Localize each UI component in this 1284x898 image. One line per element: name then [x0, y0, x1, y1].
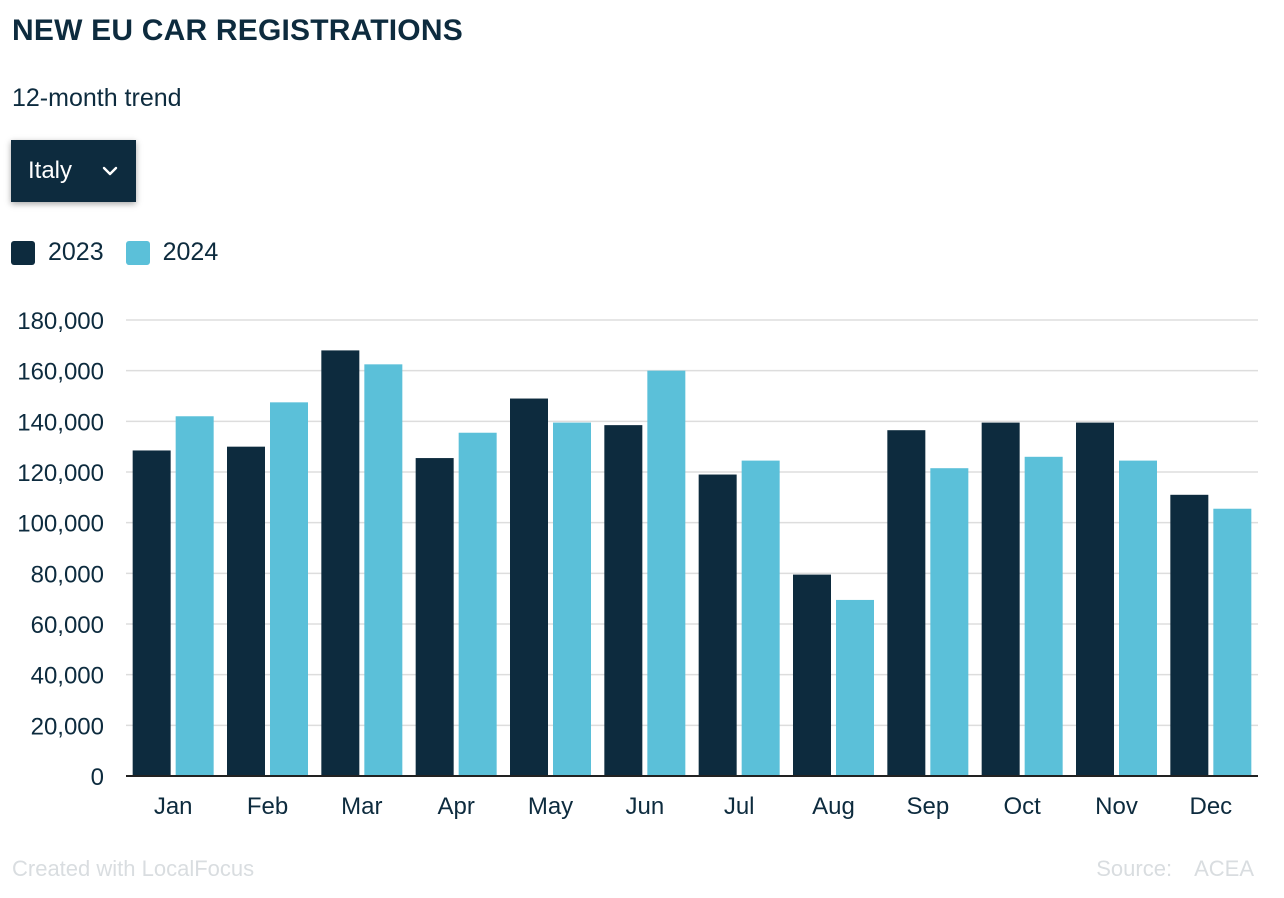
bar-2024-sep[interactable]: [930, 468, 969, 776]
x-tick-label: Jun: [625, 793, 664, 820]
x-tick-label: Mar: [341, 793, 382, 820]
legend-label-2023: 2023: [48, 238, 104, 266]
bar-2024-jun[interactable]: [647, 370, 686, 776]
y-tick-label: 140,000: [17, 409, 104, 436]
bar-2023-aug[interactable]: [793, 574, 831, 776]
bar-2023-feb[interactable]: [227, 446, 265, 776]
source-text: Source: ACEA: [1074, 856, 1254, 882]
legend: 2023 2024: [11, 238, 240, 267]
chart-subtitle: 12-month trend: [12, 84, 182, 112]
y-tick-label: 60,000: [31, 612, 104, 639]
bar-2023-nov[interactable]: [1076, 422, 1114, 776]
y-tick-label: 100,000: [17, 511, 104, 538]
bar-2024-mar[interactable]: [364, 364, 403, 776]
bar-2023-sep[interactable]: [887, 430, 926, 776]
bar-2024-oct[interactable]: [1024, 456, 1063, 776]
x-tick-label: Feb: [247, 793, 288, 820]
bar-2024-feb[interactable]: [270, 402, 308, 776]
y-tick-label: 160,000: [17, 359, 104, 386]
legend-swatch-2023: [11, 240, 35, 265]
bar-2024-dec[interactable]: [1213, 508, 1252, 776]
bar-2023-may[interactable]: [510, 398, 548, 776]
y-tick-label: 40,000: [31, 663, 104, 690]
country-dropdown-value: Italy: [28, 157, 73, 184]
bar-2024-aug[interactable]: [836, 599, 874, 776]
bar-2023-jul[interactable]: [698, 474, 737, 776]
bar-2023-jun[interactable]: [604, 425, 643, 776]
bar-2024-apr[interactable]: [458, 432, 497, 776]
bar-2024-may[interactable]: [553, 422, 591, 776]
y-tick-label: 20,000: [31, 713, 104, 740]
chevron-down-icon: [102, 166, 118, 176]
x-tick-label: Aug: [812, 793, 855, 820]
x-tick-label: Nov: [1095, 793, 1138, 820]
x-tick-label: Oct: [1003, 793, 1041, 820]
credit-text: Created with LocalFocus: [12, 856, 255, 881]
y-tick-label: 0: [91, 764, 104, 791]
bar-2024-jan[interactable]: [175, 416, 214, 776]
country-dropdown[interactable]: Italy: [11, 140, 136, 202]
legend-swatch-2024: [125, 240, 150, 265]
y-tick-label: 120,000: [17, 460, 104, 487]
bar-2024-nov[interactable]: [1119, 460, 1157, 776]
x-tick-label: Jul: [724, 793, 755, 820]
legend-label-2024: 2024: [162, 238, 219, 266]
bar-2023-dec[interactable]: [1170, 494, 1209, 776]
bar-2023-apr[interactable]: [415, 458, 454, 776]
bar-2024-jul[interactable]: [741, 460, 780, 776]
source-label: Source:: [1096, 856, 1173, 881]
y-tick-label: 80,000: [31, 561, 104, 588]
bar-chart: 0 20,000 40,000 60,000 80,000 100,000 120,000 1…: [17, 308, 1258, 820]
bar-2023-jan[interactable]: [132, 450, 171, 776]
legend-item-2023[interactable]: 2023: [11, 238, 104, 267]
x-tick-label: Dec: [1189, 793, 1232, 820]
x-tick-label: Sep: [906, 793, 949, 820]
chart-title: NEW EU CAR REGISTRATIONS: [12, 14, 463, 47]
source-value: ACEA: [1194, 856, 1254, 881]
x-tick-label: May: [528, 793, 573, 820]
bar-2023-oct[interactable]: [981, 422, 1020, 776]
x-tick-label: Apr: [437, 793, 474, 820]
legend-item-2024[interactable]: 2024: [125, 238, 219, 267]
bar-2023-mar[interactable]: [321, 350, 360, 776]
x-tick-label: Jan: [154, 793, 193, 820]
y-tick-label: 180,000: [17, 308, 104, 335]
